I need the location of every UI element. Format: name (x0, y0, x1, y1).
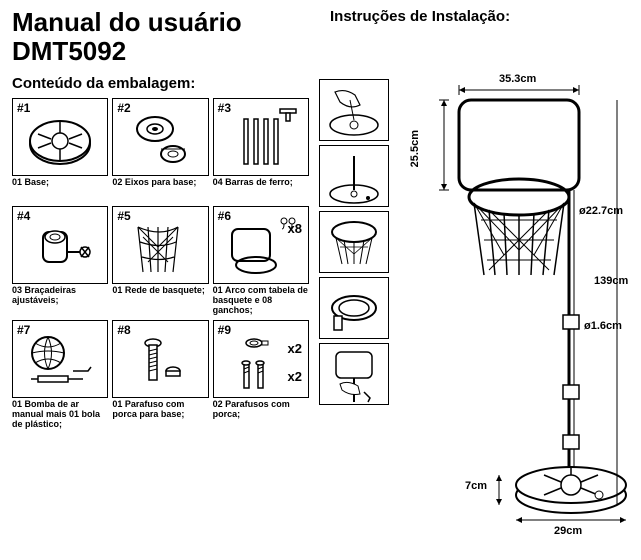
step-5 (319, 343, 389, 405)
part-7-num: #7 (17, 323, 30, 337)
parts-grid: #1 01 Base; #2 (12, 98, 309, 429)
part-1-label: 01 Base; (12, 178, 108, 202)
dim-backboard-h: 25.5cm (409, 130, 421, 167)
assembled-diagram: 35.3cm 25.5cm ø22.7cm ø1.6cm 139cm 7cm 2… (399, 75, 629, 545)
part-2-label: 02 Eixos para base; (112, 178, 208, 202)
part-2-num: #2 (117, 101, 130, 115)
part-8-label: 01 Parafuso com porca para base; (112, 400, 208, 424)
contents-column: Conteúdo da embalagem: #1 01 Base; (12, 75, 309, 545)
main-layout: Conteúdo da embalagem: #1 01 Base; (12, 75, 629, 545)
step-2 (319, 145, 389, 207)
part-4-label: 03 Braçadeiras ajustáveis; (12, 286, 108, 310)
dim-base-w: 29cm (554, 525, 582, 537)
title-line2: DMT5092 (12, 36, 126, 66)
dim-base-h: 7cm (465, 480, 487, 492)
part-3: #3 04 Barras de ferro; (213, 98, 309, 202)
manual-title: Manual do usuário DMT5092 (12, 8, 629, 65)
part-7: #7 01 Bomba de ar manual mais 01 bola de… (12, 320, 108, 430)
part-9-num: #9 (218, 323, 231, 337)
step-4-icon (320, 278, 388, 340)
step-3-icon (320, 212, 388, 274)
dim-height: 139cm (594, 275, 628, 287)
part-9-label: 02 Parafusos com porca; (213, 400, 309, 424)
dim-width-top: 35.3cm (499, 73, 536, 85)
part-4: #4 03 Braçadeiras ajustáveis; (12, 206, 108, 316)
part-8: #8 01 Parafuso com porca para base; (112, 320, 208, 430)
step-3 (319, 211, 389, 273)
dim-pole-d: ø1.6cm (584, 320, 622, 332)
part-6-label: 01 Arco com tabela de basquete e 08 ganc… (213, 286, 309, 316)
part-5-num: #5 (117, 209, 130, 223)
step-4 (319, 277, 389, 339)
part-3-label: 04 Barras de ferro; (213, 178, 309, 202)
part-7-label: 01 Bomba de ar manual mais 01 bola de pl… (12, 400, 108, 430)
part-5-label: 01 Rede de basquete; (112, 286, 208, 310)
part-2: #2 02 Eixos para base; (112, 98, 208, 202)
part-9-qty2: x2 (288, 369, 302, 384)
part-5: #5 01 Rede de basquete; (112, 206, 208, 316)
part-6: #6 x8 01 Arco com tabela de basquete e 0… (213, 206, 309, 316)
step-5-icon (320, 344, 388, 406)
part-6-num: #6 (218, 209, 231, 223)
part-8-num: #8 (117, 323, 130, 337)
step-2-icon (320, 146, 388, 208)
contents-heading: Conteúdo da embalagem: (12, 75, 309, 92)
title-line1: Manual do usuário (12, 7, 242, 37)
part-9-qty1: x2 (288, 341, 302, 356)
instructions-column: Instruções de Instalação: (319, 75, 389, 545)
part-3-num: #3 (218, 101, 231, 115)
part-9: #9 x2 x2 02 Parafusos com porca; (213, 320, 309, 430)
part-4-num: #4 (17, 209, 30, 223)
part-1-num: #1 (17, 101, 30, 115)
instructions-heading: Instruções de Instalação: (330, 8, 510, 25)
hoop-diagram (399, 75, 629, 545)
part-1: #1 01 Base; (12, 98, 108, 202)
dim-hoop-d: ø22.7cm (579, 205, 623, 217)
part-6-qty: x8 (288, 221, 302, 236)
step-1-icon (320, 80, 388, 142)
step-1 (319, 79, 389, 141)
